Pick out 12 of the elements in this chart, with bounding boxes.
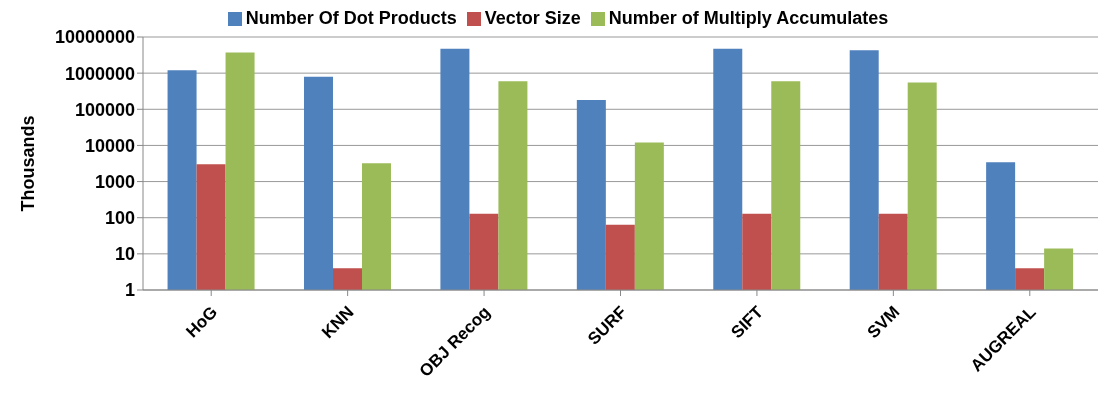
y-tick-label: 1 [124,280,135,301]
y-tick-label: 100 [104,208,135,229]
y-tick-label: 1000000 [64,63,135,84]
y-tick-label: 1000 [94,171,135,192]
y-tick-label: 10000 [84,135,135,156]
legend-label: Number of Multiply Accumulates [608,8,889,28]
legend-label: Vector Size [484,8,581,28]
y-tick-label: 100000 [74,99,135,120]
y-axis-title: Thousands [18,115,39,212]
legend-label: Number Of Dot Products [245,8,457,28]
y-tick-label: 10 [114,244,135,265]
y-tick-label: 10000000 [54,27,135,48]
